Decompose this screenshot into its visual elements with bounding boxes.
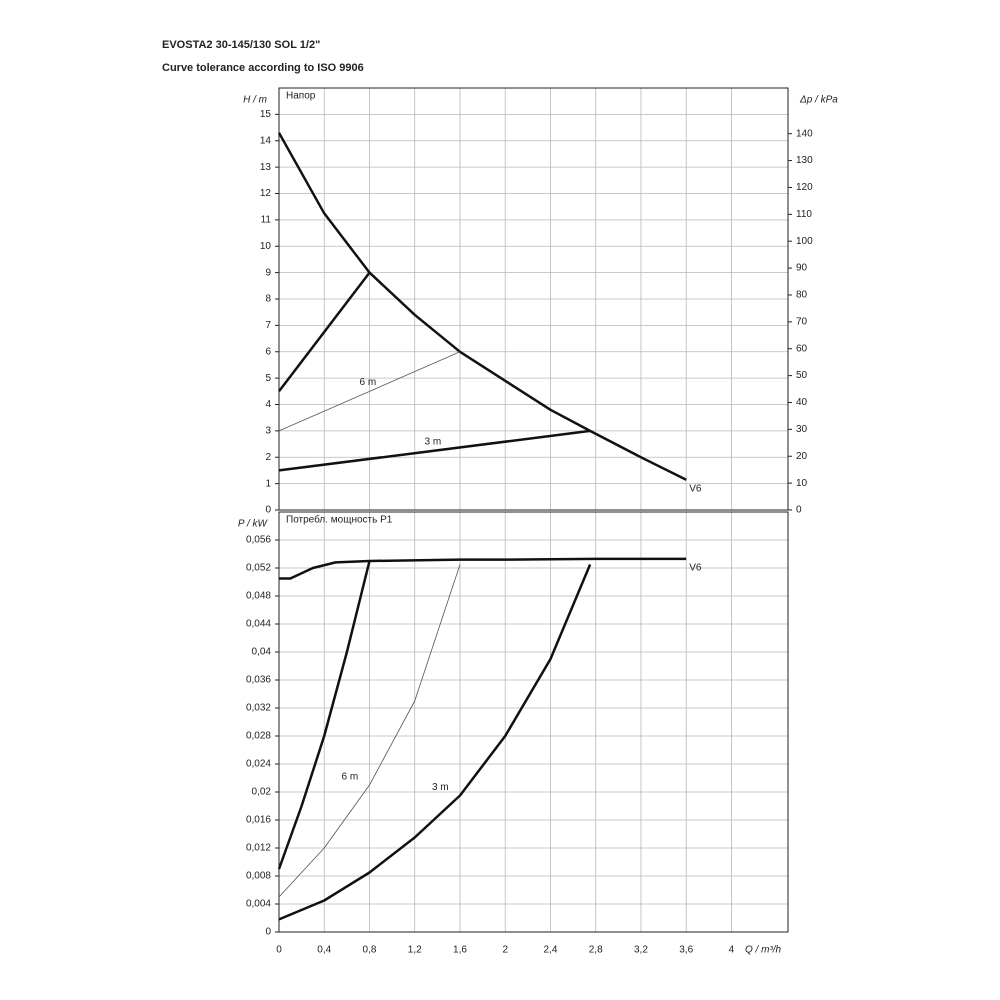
y2-tick-label: 100 [796, 236, 813, 247]
y2-tick-label: 20 [796, 451, 808, 462]
curve-label: V6 [689, 563, 702, 574]
curve-label: 6 m [359, 377, 376, 388]
y2-tick-label: 10 [796, 478, 808, 489]
y-tick-label: 0,052 [246, 563, 271, 574]
curve [278, 429, 591, 472]
y-tick-label: 14 [260, 135, 272, 146]
y-tick-label: 0,016 [246, 815, 271, 826]
y-tick-label: 1 [265, 478, 271, 489]
curve [278, 564, 461, 898]
curve-label: 6 m [341, 772, 358, 783]
y-tick-label: 4 [265, 399, 271, 410]
y2-tick-label: 120 [796, 182, 813, 193]
curve-label: V6 [689, 483, 702, 494]
y-tick-label: 11 [261, 215, 272, 226]
curve [278, 271, 371, 393]
y-tick-label: 0,02 [252, 787, 272, 798]
y-tick-label: 0,056 [246, 535, 271, 546]
x-tick-label: 0 [276, 945, 282, 956]
y-tick-label: 0,048 [246, 591, 271, 602]
curve [277, 560, 371, 870]
y-tick-label: 12 [260, 188, 272, 199]
y-tick-label: 15 [260, 109, 272, 120]
y-tick-label: 10 [260, 241, 272, 252]
y-tick-label: 0,012 [246, 843, 271, 854]
y2-tick-label: 30 [796, 424, 808, 435]
y2-tick-label: 90 [796, 263, 808, 274]
y-tick-label: 7 [265, 320, 271, 331]
curve [279, 557, 687, 580]
y-tick-label: 0,008 [246, 871, 271, 882]
y-tick-label: 0,036 [246, 675, 271, 686]
x-tick-label: 0,8 [363, 945, 377, 956]
curve-label: 3 m [425, 436, 442, 447]
plot-frame [278, 87, 789, 511]
x-axis-label: Q / m³/h [745, 945, 782, 956]
y-tick-label: 8 [265, 294, 271, 305]
x-tick-label: 1,6 [453, 945, 467, 956]
x-tick-label: 3,2 [634, 945, 648, 956]
x-tick-label: 4 [729, 945, 735, 956]
plot-frame [278, 511, 789, 933]
chart-title: EVOSTA2 30-145/130 SOL 1/2" [162, 39, 320, 51]
y-axis-label: P / kW [238, 519, 269, 530]
panel-label: Потребл. мощность P1 [286, 514, 393, 526]
x-tick-label: 3,6 [679, 945, 693, 956]
y-tick-label: 3 [265, 426, 271, 437]
y2-tick-label: 130 [796, 155, 813, 166]
y-tick-label: 0,044 [246, 619, 271, 630]
y-tick-label: 0 [265, 505, 271, 516]
x-tick-label: 2,8 [589, 945, 603, 956]
y2-tick-label: 140 [796, 128, 813, 139]
y2-tick-label: 0 [796, 505, 802, 516]
y-tick-label: 6 [265, 346, 271, 357]
x-tick-label: 2,4 [544, 945, 558, 956]
x-tick-label: 0,4 [317, 945, 331, 956]
curve [278, 351, 461, 432]
y-tick-label: 13 [260, 162, 272, 173]
y-tick-label: 0,024 [246, 759, 271, 770]
x-tick-label: 2 [502, 945, 508, 956]
y-tick-label: 5 [265, 373, 271, 384]
y-tick-label: 0,004 [246, 899, 271, 910]
panel-label: Напор [286, 91, 316, 102]
y2-tick-label: 110 [796, 209, 812, 220]
y-tick-label: 0,028 [246, 731, 271, 742]
y-tick-label: 0 [265, 927, 271, 938]
y-tick-label: 0,032 [246, 703, 271, 714]
y-tick-label: 2 [265, 452, 271, 463]
y-axis-label: H / m [243, 95, 267, 106]
chart-subtitle: Curve tolerance according to ISO 9906 [162, 62, 364, 74]
y2-tick-label: 80 [796, 290, 808, 301]
x-tick-label: 1,2 [408, 945, 422, 956]
curve [278, 564, 592, 921]
y2-tick-label: 50 [796, 370, 808, 381]
y-tick-label: 9 [265, 267, 271, 278]
curve-label: 3 m [432, 782, 449, 793]
y2-tick-label: 40 [796, 397, 808, 408]
y2-tick-label: 60 [796, 343, 808, 354]
y2-tick-label: 70 [796, 316, 808, 327]
curve [277, 132, 687, 481]
y2-axis-label: Δp / kPa [799, 95, 838, 106]
y-tick-label: 0,04 [252, 647, 272, 658]
